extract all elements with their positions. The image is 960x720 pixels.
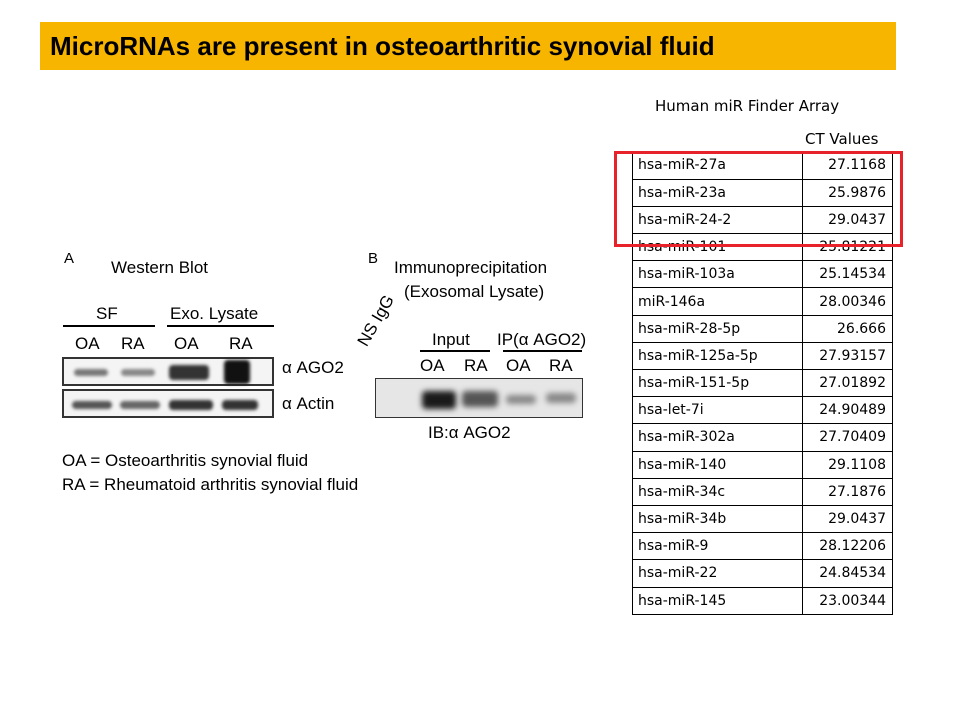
array-title: Human miR Finder Array xyxy=(655,97,840,115)
row-label-actin: α Actin xyxy=(282,394,335,413)
ct-value-cell: 25.14534 xyxy=(802,260,893,289)
ct-value-cell: 27.01892 xyxy=(802,368,893,398)
blot-band xyxy=(169,365,209,380)
table-row: hsa-miR-23a 25.9876 xyxy=(632,178,893,207)
array-col-header: CT Values xyxy=(805,130,879,148)
lane-label: RA xyxy=(229,334,253,353)
table-row: hsa-miR-34c 27.1876 xyxy=(632,477,893,506)
lane-label: RA xyxy=(121,334,145,353)
mirna-name-cell: hsa-miR-103a xyxy=(632,260,803,289)
ct-value-cell: 23.00344 xyxy=(802,586,893,615)
mirna-name-cell: hsa-miR-27a xyxy=(632,152,803,180)
mirna-name-cell: hsa-miR-24-2 xyxy=(632,205,803,235)
ct-value-cell: 28.00346 xyxy=(802,287,893,316)
ib-label: IB:α AGO2 xyxy=(428,423,511,442)
group-underline-input xyxy=(420,350,490,352)
table-row: hsa-let-7i 24.90489 xyxy=(632,396,893,425)
table-row: hsa-miR-101 25.81221 xyxy=(632,233,893,262)
mirna-name-cell: hsa-miR-151-5p xyxy=(632,368,803,398)
mirna-name-cell: hsa-miR-23a xyxy=(632,178,803,207)
legend-oa: OA = Osteoarthritis synovial fluid xyxy=(62,451,309,470)
ct-value-cell: 24.90489 xyxy=(802,396,893,425)
mirna-name-cell: hsa-miR-302a xyxy=(632,423,803,452)
blot-band xyxy=(72,401,112,409)
table-row: hsa-miR-140 29.1108 xyxy=(632,450,893,479)
lane-label: OA xyxy=(506,356,531,375)
table-row: hsa-miR-34b 29.0437 xyxy=(632,504,893,534)
table-row: hsa-miR-103a 25.14534 xyxy=(632,260,893,289)
mirna-name-cell: hsa-miR-9 xyxy=(632,532,803,561)
title-bar: MicroRNAs are present in osteoarthritic … xyxy=(40,22,896,70)
blot-band xyxy=(169,400,213,410)
blot-ip xyxy=(375,378,583,418)
ct-value-cell: 28.12206 xyxy=(802,532,893,561)
mirna-name-cell: hsa-miR-140 xyxy=(632,450,803,479)
table-row: hsa-miR-22 24.84534 xyxy=(632,559,893,588)
lane-label: OA xyxy=(420,356,445,375)
ns-igg-label: NS IgG xyxy=(353,291,399,350)
mirna-name-cell: hsa-miR-125a-5p xyxy=(632,341,803,371)
blot-ago2 xyxy=(62,357,274,386)
blot-actin xyxy=(62,389,274,418)
ct-value-cell: 25.81221 xyxy=(802,233,893,262)
mirna-name-cell: hsa-miR-34c xyxy=(632,477,803,506)
table-row: hsa-miR-145 23.00344 xyxy=(632,586,893,615)
table-row: hsa-miR-28-5p 26.666 xyxy=(632,314,893,343)
ct-values-table: hsa-miR-27a 27.1168 hsa-miR-23a 25.9876 hsa-… xyxy=(632,152,893,615)
panel-a-heading: Western Blot xyxy=(111,258,209,277)
table-row: hsa-miR-27a 27.1168 xyxy=(632,152,893,180)
blot-band xyxy=(462,391,498,407)
ct-value-cell: 27.70409 xyxy=(802,423,893,452)
group-label-input: Input xyxy=(432,330,470,349)
mirna-name-cell: hsa-miR-145 xyxy=(632,586,803,615)
group-underline-sf xyxy=(63,325,155,327)
ct-value-cell: 29.0437 xyxy=(802,504,893,534)
table-row: hsa-miR-125a-5p 27.93157 xyxy=(632,341,893,371)
table-row: hsa-miR-302a 27.70409 xyxy=(632,423,893,452)
panel-b-letter: B xyxy=(368,250,379,267)
slide-title: MicroRNAs are present in osteoarthritic … xyxy=(50,31,715,61)
lane-label: RA xyxy=(549,356,573,375)
ct-value-cell: 29.1108 xyxy=(802,450,893,479)
blot-band xyxy=(74,369,108,376)
blot-band xyxy=(422,391,456,409)
panel-a-letter: A xyxy=(64,250,75,267)
mirna-name-cell: hsa-let-7i xyxy=(632,396,803,425)
lane-label: RA xyxy=(464,356,488,375)
legend-ra: RA = Rheumatoid arthritis synovial fluid xyxy=(62,475,359,494)
panel-b-heading-2: (Exosomal Lysate) xyxy=(404,282,545,301)
ct-value-cell: 27.1876 xyxy=(802,477,893,506)
panel-b-heading-1: Immunoprecipitation xyxy=(394,258,548,277)
mirna-name-cell: hsa-miR-28-5p xyxy=(632,314,803,343)
table-row: miR-146a 28.00346 xyxy=(632,287,893,316)
row-label-ago2: α AGO2 xyxy=(282,358,344,377)
table-row: hsa-miR-9 28.12206 xyxy=(632,532,893,561)
highlight-box xyxy=(614,151,903,247)
blot-band xyxy=(546,393,576,403)
blot-band xyxy=(121,369,155,376)
group-underline-ip xyxy=(503,350,582,352)
blot-band xyxy=(224,360,250,384)
group-underline-exo xyxy=(167,325,274,327)
mirna-name-cell: miR-146a xyxy=(632,287,803,316)
ct-value-cell: 26.666 xyxy=(802,314,893,343)
blot-band xyxy=(506,395,536,404)
blot-band xyxy=(120,401,160,409)
mirna-name-cell: hsa-miR-101 xyxy=(632,233,803,262)
group-label-ip: IP(α AGO2) xyxy=(497,330,587,349)
lane-label: OA xyxy=(174,334,199,353)
lane-label: OA xyxy=(75,334,100,353)
mirna-name-cell: hsa-miR-34b xyxy=(632,504,803,534)
table-row: hsa-miR-151-5p 27.01892 xyxy=(632,368,893,398)
mirna-name-cell: hsa-miR-22 xyxy=(632,559,803,588)
blot-band xyxy=(222,400,258,410)
group-label-exo: Exo. Lysate xyxy=(170,304,259,323)
ct-value-cell: 24.84534 xyxy=(802,559,893,588)
group-label-sf: SF xyxy=(96,304,118,323)
ct-value-cell: 27.93157 xyxy=(802,341,893,371)
